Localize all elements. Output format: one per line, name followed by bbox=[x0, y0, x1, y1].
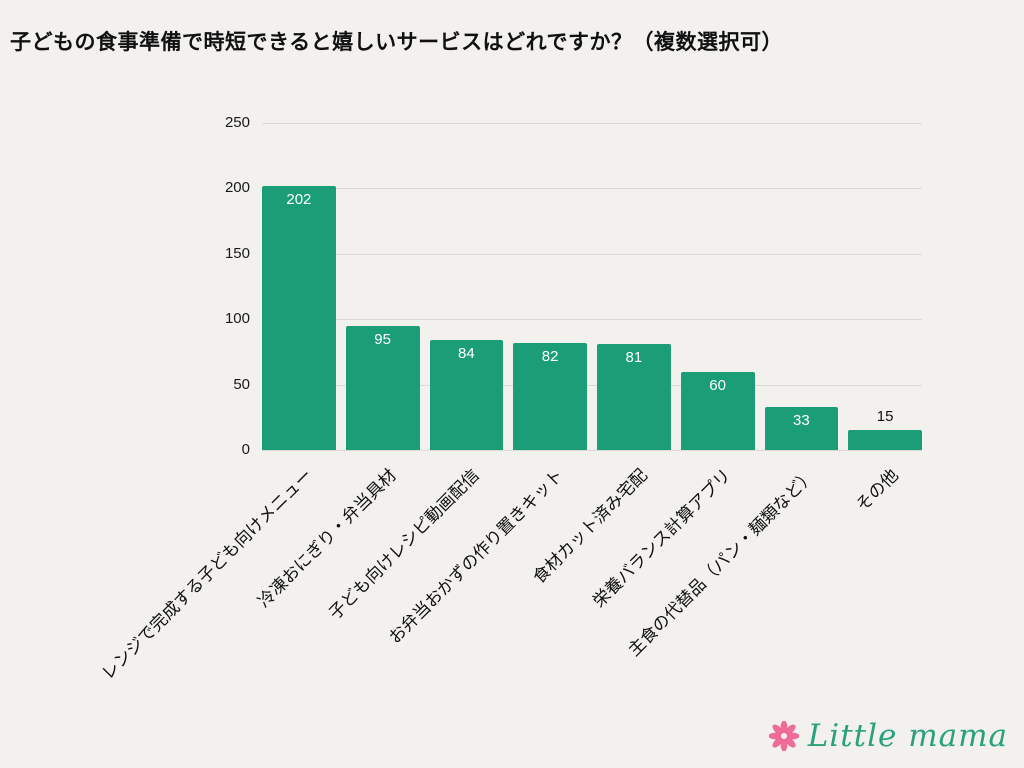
chart-title: 子どもの食事準備で時短できると嬉しいサービスはどれですか？（複数選択可） bbox=[10, 31, 783, 54]
bar bbox=[680, 371, 755, 450]
bar-value-label: 95 bbox=[374, 330, 391, 348]
y-tick-label: 50 bbox=[233, 375, 250, 393]
bar bbox=[764, 406, 839, 450]
bar-value-label: 81 bbox=[625, 349, 643, 367]
bar bbox=[848, 430, 922, 450]
bar-value-label: 202 bbox=[286, 190, 312, 208]
bar bbox=[513, 342, 587, 450]
flower-icon bbox=[768, 721, 799, 751]
y-tick-label: 0 bbox=[241, 441, 250, 458]
bar bbox=[345, 325, 420, 450]
bar-chart: 0 50 100 150 200 250 202 95 84 82 81 60 33 15 レンジで完成… bbox=[98, 114, 922, 683]
x-category-label: 子ども向けレシピ動画配信 bbox=[325, 465, 484, 624]
bar-value-label: 84 bbox=[458, 345, 475, 363]
logo-text: Little mama bbox=[807, 718, 1008, 754]
y-tick-label: 200 bbox=[224, 179, 250, 197]
bar bbox=[429, 340, 504, 450]
x-category-label: 冷凍おにぎり・弁当具材 bbox=[253, 465, 400, 612]
bar-value-label: 60 bbox=[709, 376, 726, 394]
bar bbox=[597, 344, 671, 450]
gridline bbox=[262, 384, 922, 386]
gridline bbox=[262, 188, 922, 190]
gridline bbox=[262, 123, 922, 124]
y-tick-label: 250 bbox=[224, 114, 250, 131]
bar-value-label: 33 bbox=[793, 411, 810, 429]
x-category-label: 栄養バランス計算アプリ bbox=[589, 465, 735, 611]
bar bbox=[262, 185, 336, 450]
y-tick-label: 100 bbox=[224, 310, 250, 328]
gridline bbox=[262, 319, 922, 321]
x-category-label: その他 bbox=[852, 465, 903, 516]
gridline bbox=[262, 253, 922, 255]
bar-value-label: 82 bbox=[541, 347, 559, 365]
bar-value-label: 15 bbox=[876, 408, 894, 426]
little-mama-logo: Little mama bbox=[768, 718, 1008, 754]
gridline bbox=[262, 450, 922, 451]
y-tick-label: 150 bbox=[224, 244, 250, 262]
